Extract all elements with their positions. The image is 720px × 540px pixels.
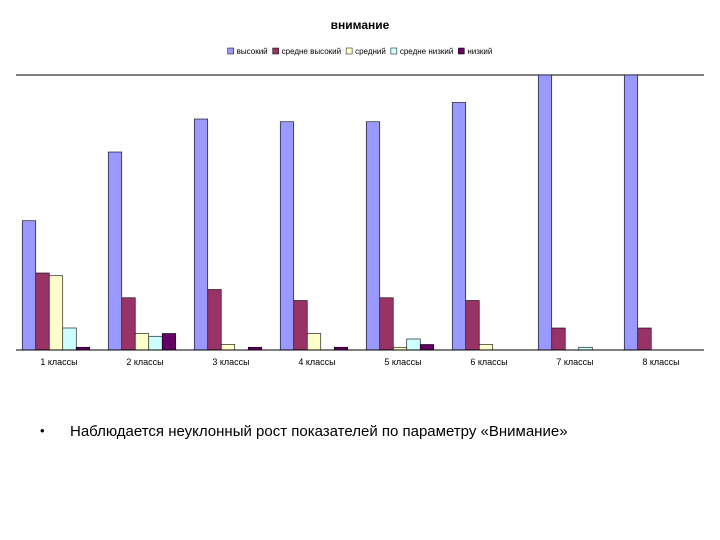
bar-1-5 (365, 121, 381, 351)
bar-2-5 (379, 297, 394, 351)
bar-3-6 (478, 344, 494, 351)
x-tick-label: 7 классы (556, 357, 593, 367)
bar-2-6 (465, 300, 480, 351)
bullet-marker: • (40, 423, 45, 438)
chart-legend: высокий средне высокий средний средне низки… (227, 47, 492, 56)
x-tick-label: 4 классы (298, 357, 335, 367)
bar-2-1 (35, 272, 50, 351)
legend-swatch (458, 47, 465, 55)
bar-2-3 (207, 289, 222, 351)
bar-3-1 (48, 275, 64, 351)
legend-label: высокий (237, 47, 268, 56)
bar-3-2 (134, 333, 150, 351)
bar-1-4 (279, 121, 295, 351)
x-tick-label: 2 классы (126, 357, 163, 367)
legend-swatch (390, 47, 398, 55)
bar-1-1 (21, 220, 37, 351)
legend-swatch (227, 47, 234, 55)
legend-label: средне высокий (282, 47, 341, 56)
bar-5-5 (419, 344, 435, 351)
bar-1-6 (451, 102, 467, 351)
legend-swatch (272, 47, 279, 55)
bar-3-4 (306, 333, 322, 351)
x-tick-label: 5 классы (384, 357, 421, 367)
bar-5-2 (161, 333, 177, 351)
legend-label: средне низкий (400, 47, 453, 56)
x-tick-label: 1 классы (40, 357, 77, 367)
bar-4-2 (148, 335, 163, 351)
bar-3-3 (220, 344, 236, 351)
bar-4-1 (62, 327, 77, 351)
bar-1-7 (537, 74, 553, 351)
bar-1-3 (193, 118, 209, 351)
legend-label: низкий (467, 47, 492, 56)
bar-4-5 (406, 338, 421, 351)
x-tick-label: 3 классы (212, 357, 249, 367)
bar-2-7 (551, 327, 566, 351)
bullet-text: Наблюдается неуклонный рост показателей … (70, 423, 568, 440)
chart-title: внимание (331, 18, 390, 32)
bar-2-4 (293, 300, 308, 351)
bar-1-8 (623, 74, 639, 351)
x-tick-labels: 1 классы 2 классы 3 классы 4 классы 5 классы… (40, 357, 679, 367)
bars (21, 74, 652, 351)
x-tick-label: 6 классы (470, 357, 507, 367)
bar-2-2 (121, 297, 136, 351)
chart: внимание высокий средне высокий средний сре… (16, 18, 704, 367)
legend-swatch (345, 47, 353, 55)
x-tick-label: 8 классы (642, 357, 679, 367)
bar-1-2 (107, 151, 123, 351)
legend-label: средний (355, 47, 386, 56)
bar-2-8 (637, 327, 652, 351)
